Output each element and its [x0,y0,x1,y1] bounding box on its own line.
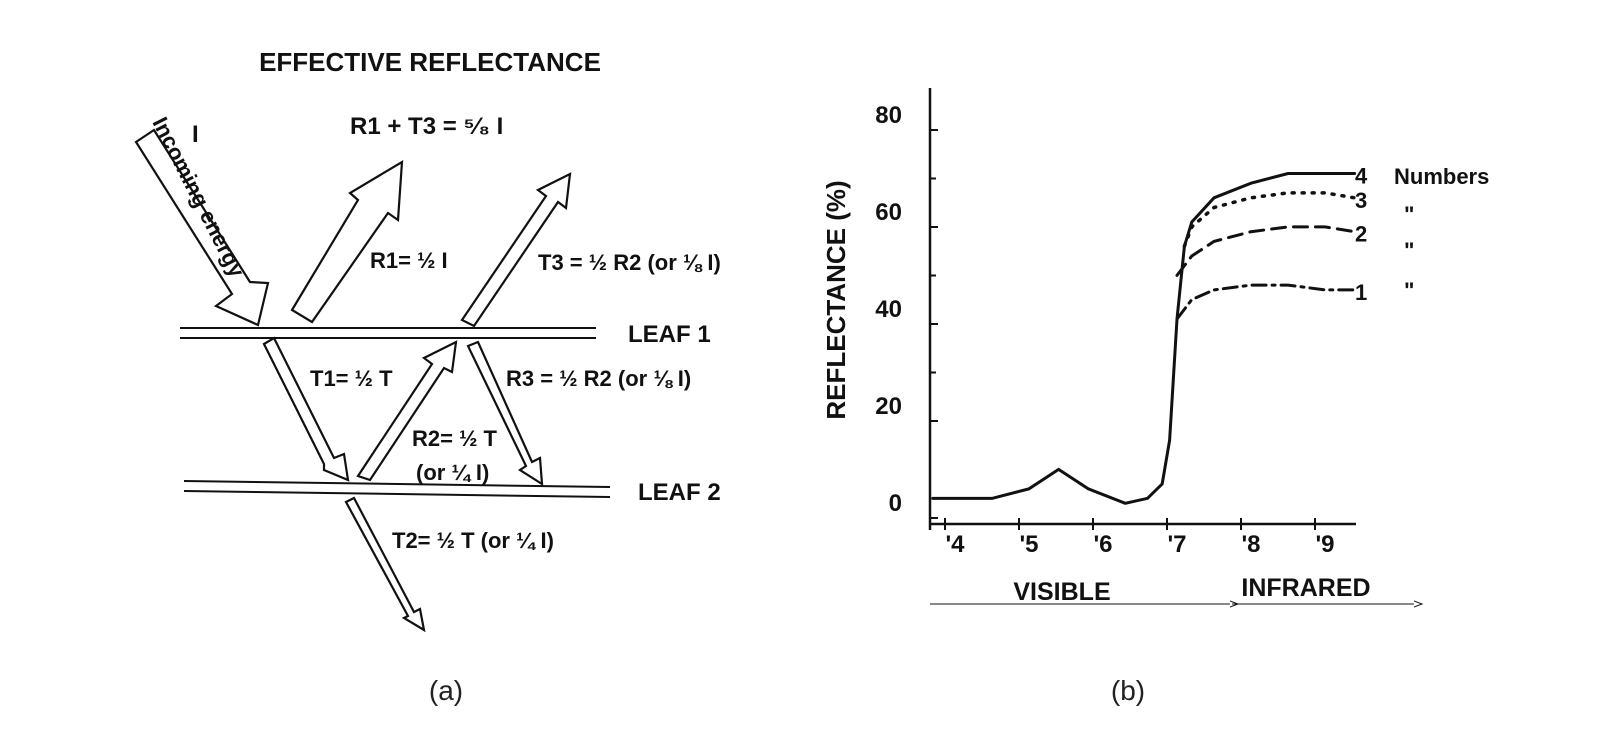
series-label-3: 3 [1355,188,1367,213]
y-tick-label: 0 [889,490,902,517]
series-label-2: 2 [1355,222,1367,247]
series-line-2 [1175,225,1357,277]
r1-arrow [290,159,404,324]
legend-header: Numbers [1394,164,1489,189]
reflectance-chart: 0 20 40 60 80 '4 '5 '6 '7 '8 '9 43 2 1 REFLECTANCE (%… [821,88,1489,606]
infrared-label: INFRARED [1241,574,1370,602]
t2-arrow [344,496,426,633]
series-label-1: 1 [1355,280,1367,305]
incoming-energy-label: Incoming energy [148,113,251,282]
r3-arrow [466,340,544,487]
series-line-1 [1175,283,1357,321]
t2-label: T2= ½ T (or ¼ I) [392,528,554,553]
t3-arrow [460,172,572,328]
r2-label: R2= ½ T [412,426,498,451]
series-label-4: 4 [1355,164,1368,189]
series-line-4 [931,172,1357,505]
r3-label: R3 = ½ R2 (or ⅛ I) [506,366,691,391]
leaf-1-line [180,327,596,339]
incident-symbol: I [192,121,199,148]
ditto-2: " [1404,238,1414,263]
t3-label: T3 = ½ R2 (or ⅛ I) [538,250,721,275]
x-tick-label: '4 [945,531,965,558]
panel-a-title: EFFECTIVE REFLECTANCE [259,47,601,77]
r1-label: R1= ½ I [370,248,448,273]
x-tick-label: '8 [1241,531,1260,558]
caption-b: (b) [1111,675,1145,706]
r2-sub-label: (or ¼ I) [416,460,489,485]
y-tick-label: 20 [875,393,902,420]
caption-a: (a) [429,675,463,706]
x-tick-label: '9 [1315,531,1334,558]
leaf-2-label: LEAF 2 [638,479,721,506]
t1-arrow [262,336,350,482]
y-tick-label: 80 [875,102,902,129]
leaf-1-label: LEAF 1 [628,321,711,348]
y-axis-label: REFLECTANCE (%) [821,180,851,419]
incoming-energy-arrow [134,128,270,327]
sum-label: R1 + T3 = ⁵⁄₈ I [350,113,503,140]
y-tick-label: 60 [875,199,902,226]
t1-label: T1= ½ T [310,366,393,391]
x-tick-label: '6 [1093,531,1112,558]
ditto-3: " [1404,202,1414,227]
leaf-2-line [183,480,611,498]
r2-arrow [356,340,458,482]
series-line-3 [1182,191,1357,249]
y-tick-label: 40 [875,296,902,323]
visible-label: VISIBLE [1013,578,1110,606]
x-tick-label: '5 [1019,531,1038,558]
ditto-1: " [1404,278,1414,303]
x-tick-label: '7 [1167,531,1186,558]
